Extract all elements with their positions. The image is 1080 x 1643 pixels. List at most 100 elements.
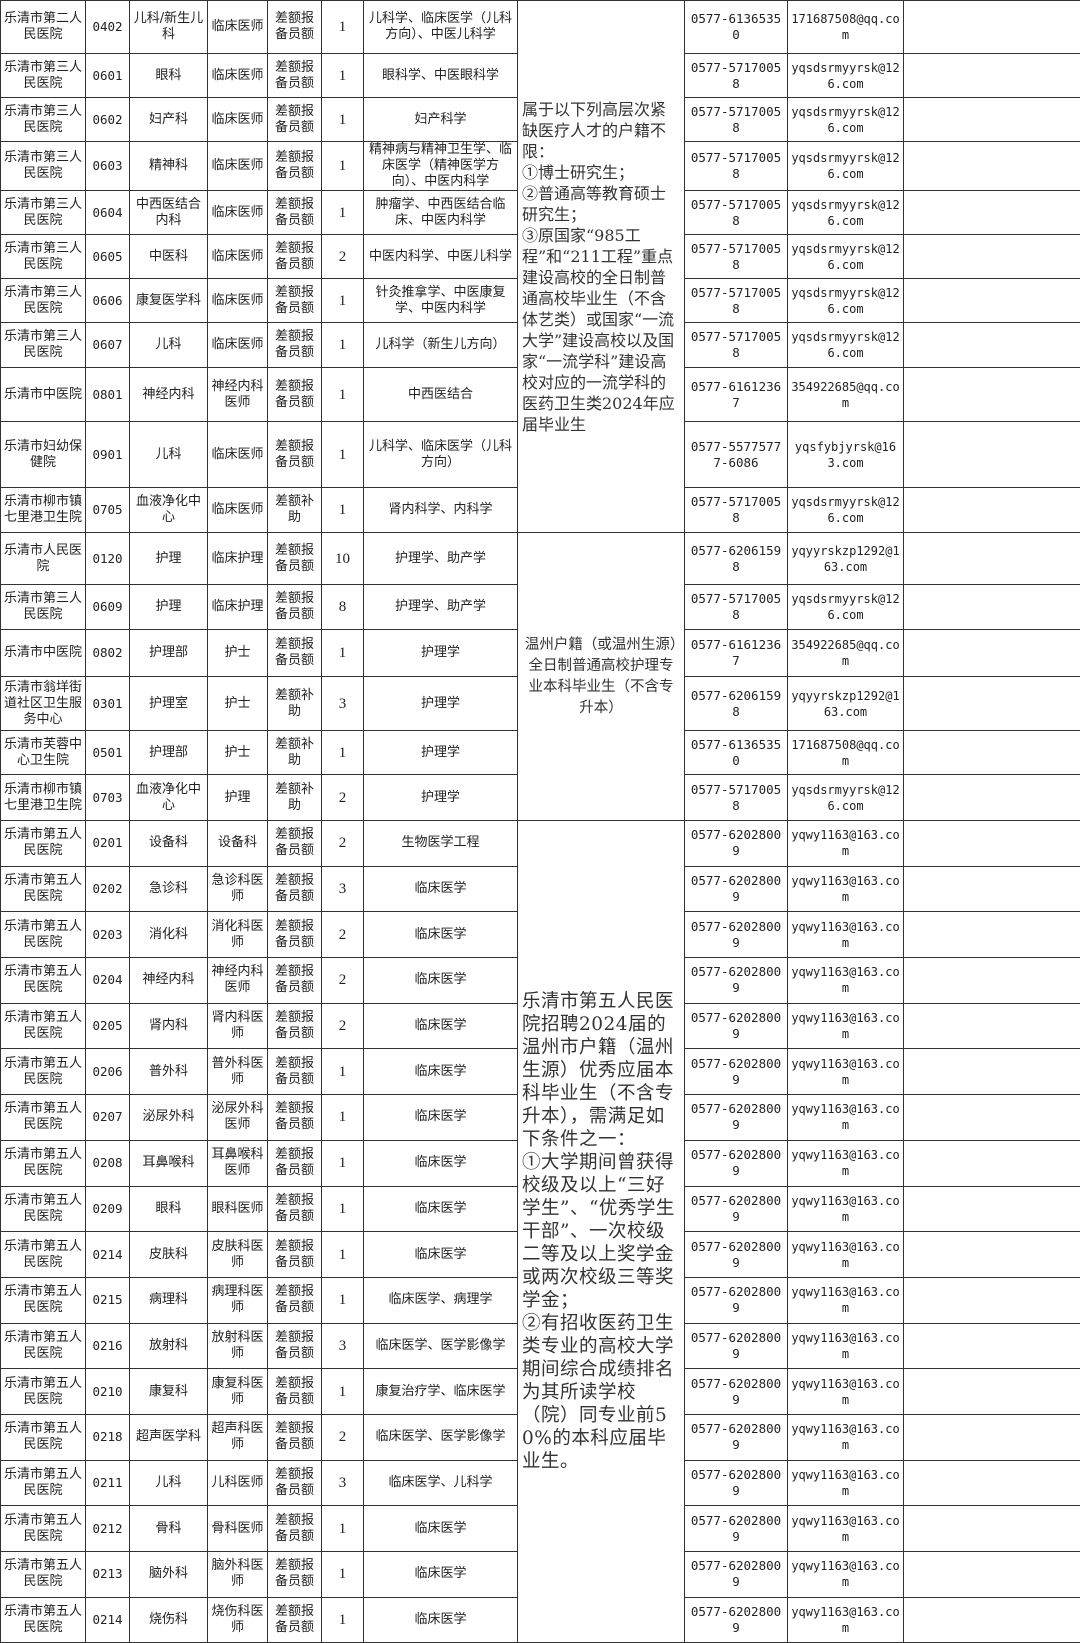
department-cell: 消化科 bbox=[130, 912, 208, 958]
department-cell: 儿科 bbox=[130, 422, 208, 488]
empty-cell bbox=[904, 775, 1080, 821]
major-cell: 护理学、助产学 bbox=[364, 533, 518, 585]
position-code-cell: 0205 bbox=[86, 1003, 130, 1049]
department-cell: 骨科 bbox=[130, 1506, 208, 1552]
headcount-cell: 1 bbox=[322, 731, 364, 775]
position-cell: 皮肤科医师 bbox=[208, 1232, 268, 1278]
position-code-cell: 0207 bbox=[86, 1095, 130, 1141]
position-cell: 临床医师 bbox=[208, 98, 268, 142]
major-cell: 中医内科学、中医儿科学 bbox=[364, 235, 518, 279]
unit-cell: 乐清市柳市镇七里港卫生院 bbox=[1, 775, 86, 821]
position-code-cell: 0204 bbox=[86, 958, 130, 1004]
email-cell: 171687508@qq.com bbox=[788, 731, 904, 775]
empty-cell bbox=[904, 630, 1080, 677]
staffing-type-cell: 差额报备员额 bbox=[268, 912, 322, 958]
major-cell: 临床医学 bbox=[364, 866, 518, 912]
email-cell: yqwy1163@163.com bbox=[788, 1186, 904, 1232]
unit-cell: 乐清市翁垟街道社区卫生服务中心 bbox=[1, 677, 86, 731]
department-cell: 眼科 bbox=[130, 1186, 208, 1232]
department-cell: 眼科 bbox=[130, 54, 208, 98]
department-cell: 护理 bbox=[130, 533, 208, 585]
position-code-cell: 0603 bbox=[86, 142, 130, 191]
empty-cell bbox=[904, 1095, 1080, 1141]
unit-cell: 乐清市第三人民医院 bbox=[1, 323, 86, 368]
staffing-type-cell: 差额报备员额 bbox=[268, 1506, 322, 1552]
email-cell: yqwy1163@163.com bbox=[788, 1369, 904, 1415]
major-cell: 中西医结合 bbox=[364, 368, 518, 422]
headcount-cell: 2 bbox=[322, 1414, 364, 1460]
empty-cell bbox=[904, 1369, 1080, 1415]
department-cell: 耳鼻喉科 bbox=[130, 1140, 208, 1186]
email-cell: yqyyrskzp1292@163.com bbox=[788, 677, 904, 731]
department-cell: 护理室 bbox=[130, 677, 208, 731]
staffing-type-cell: 差额报备员额 bbox=[268, 142, 322, 191]
department-cell: 精神科 bbox=[130, 142, 208, 191]
position-code-cell: 0120 bbox=[86, 533, 130, 585]
staffing-type-cell: 差额补助 bbox=[268, 488, 322, 533]
headcount-cell: 2 bbox=[322, 912, 364, 958]
position-code-cell: 0214 bbox=[86, 1597, 130, 1643]
position-code-cell: 0607 bbox=[86, 323, 130, 368]
staffing-type-cell: 差额报备员额 bbox=[268, 235, 322, 279]
staffing-type-cell: 差额补助 bbox=[268, 731, 322, 775]
phone-cell: 0577-62028009 bbox=[685, 1186, 788, 1232]
phone-cell: 0577-62028009 bbox=[685, 1460, 788, 1506]
department-cell: 中医科 bbox=[130, 235, 208, 279]
phone-cell: 0577-62028009 bbox=[685, 866, 788, 912]
major-cell: 临床医学 bbox=[364, 912, 518, 958]
empty-cell bbox=[904, 821, 1080, 867]
phone-cell: 0577-62028009 bbox=[685, 1597, 788, 1643]
position-code-cell: 0208 bbox=[86, 1140, 130, 1186]
department-cell: 脑外科 bbox=[130, 1552, 208, 1598]
major-cell: 护理学 bbox=[364, 731, 518, 775]
major-cell: 护理学 bbox=[364, 630, 518, 677]
staffing-type-cell: 差额报备员额 bbox=[268, 585, 322, 630]
major-cell: 护理学 bbox=[364, 775, 518, 821]
major-cell: 临床医学、医学影像学 bbox=[364, 1414, 518, 1460]
phone-cell: 0577-61612367 bbox=[685, 368, 788, 422]
unit-cell: 乐清市第五人民医院 bbox=[1, 1277, 86, 1323]
unit-cell: 乐清市第五人民医院 bbox=[1, 958, 86, 1004]
headcount-cell: 8 bbox=[322, 585, 364, 630]
headcount-cell: 1 bbox=[322, 1552, 364, 1598]
empty-cell bbox=[904, 585, 1080, 630]
unit-cell: 乐清市芙蓉中心卫生院 bbox=[1, 731, 86, 775]
department-cell: 普外科 bbox=[130, 1049, 208, 1095]
unit-cell: 乐清市第三人民医院 bbox=[1, 235, 86, 279]
email-cell: yqwy1163@163.com bbox=[788, 958, 904, 1004]
email-cell: yqsdsrmyyrsk@126.com bbox=[788, 235, 904, 279]
major-cell: 针灸推拿学、中医康复学、中医内科学 bbox=[364, 279, 518, 323]
email-cell: yqwy1163@163.com bbox=[788, 1095, 904, 1141]
staffing-type-cell: 差额报备员额 bbox=[268, 1186, 322, 1232]
position-code-cell: 0601 bbox=[86, 54, 130, 98]
major-cell: 儿科学、临床医学（儿科方向） bbox=[364, 422, 518, 488]
unit-cell: 乐清市第二人民医院 bbox=[1, 1, 86, 54]
staffing-type-cell: 差额报备员额 bbox=[268, 1552, 322, 1598]
email-cell: yqwy1163@163.com bbox=[788, 1460, 904, 1506]
headcount-cell: 2 bbox=[322, 775, 364, 821]
headcount-cell: 1 bbox=[322, 422, 364, 488]
headcount-cell: 2 bbox=[322, 821, 364, 867]
headcount-cell: 1 bbox=[322, 1506, 364, 1552]
position-cell: 眼科医师 bbox=[208, 1186, 268, 1232]
staffing-type-cell: 差额报备员额 bbox=[268, 1277, 322, 1323]
position-code-cell: 0501 bbox=[86, 731, 130, 775]
headcount-cell: 3 bbox=[322, 1323, 364, 1369]
empty-cell bbox=[904, 1460, 1080, 1506]
position-code-cell: 0216 bbox=[86, 1323, 130, 1369]
headcount-cell: 1 bbox=[322, 1369, 364, 1415]
phone-cell: 0577-62028009 bbox=[685, 1003, 788, 1049]
position-code-cell: 0801 bbox=[86, 368, 130, 422]
headcount-cell: 1 bbox=[322, 323, 364, 368]
major-cell: 临床医学 bbox=[364, 1186, 518, 1232]
staffing-type-cell: 差额报备员额 bbox=[268, 1597, 322, 1643]
empty-cell bbox=[904, 54, 1080, 98]
headcount-cell: 3 bbox=[322, 866, 364, 912]
position-cell: 临床医师 bbox=[208, 488, 268, 533]
unit-cell: 乐清市中医院 bbox=[1, 368, 86, 422]
phone-cell: 0577-62028009 bbox=[685, 821, 788, 867]
email-cell: 354922685@qq.com bbox=[788, 630, 904, 677]
email-cell: yqwy1163@163.com bbox=[788, 866, 904, 912]
